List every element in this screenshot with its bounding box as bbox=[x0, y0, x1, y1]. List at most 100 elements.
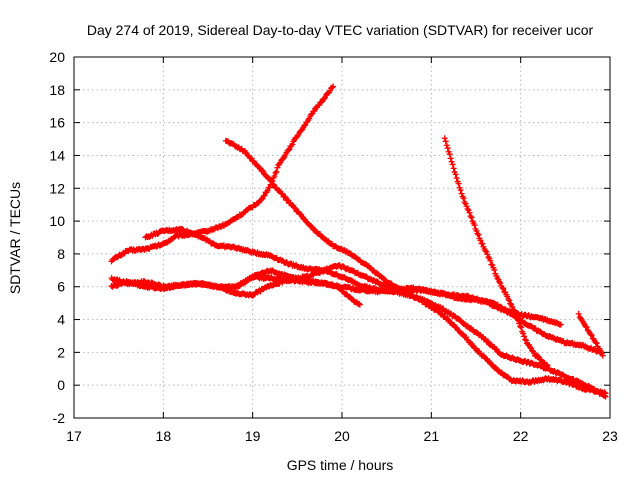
x-tick-label: 22 bbox=[513, 428, 529, 444]
axis-ticks bbox=[73, 56, 611, 419]
series-pass-8 bbox=[575, 310, 606, 359]
data-point bbox=[448, 158, 455, 165]
data-point bbox=[534, 353, 541, 360]
data-point bbox=[474, 230, 481, 237]
data-point bbox=[285, 147, 292, 154]
data-point bbox=[583, 324, 590, 331]
data-point bbox=[264, 187, 271, 194]
data-point bbox=[308, 223, 315, 230]
x-tick-label: 20 bbox=[334, 428, 350, 444]
data-point bbox=[592, 339, 599, 346]
x-tick-label: 18 bbox=[156, 428, 172, 444]
data-point bbox=[458, 190, 465, 197]
data-point bbox=[455, 180, 462, 187]
data-point bbox=[442, 138, 449, 145]
x-tick-label: 21 bbox=[424, 428, 440, 444]
data-point bbox=[453, 175, 460, 182]
data-point bbox=[506, 297, 513, 304]
data-point bbox=[473, 227, 480, 234]
data-point bbox=[507, 300, 514, 307]
data-point bbox=[284, 196, 291, 203]
data-point bbox=[447, 155, 454, 162]
series-pass-3 bbox=[108, 262, 605, 356]
data-point bbox=[593, 340, 600, 347]
data-point bbox=[515, 316, 522, 323]
data-point bbox=[467, 213, 474, 220]
data-point bbox=[457, 187, 464, 194]
data-point bbox=[497, 280, 504, 287]
y-tick-label: -2 bbox=[53, 410, 66, 426]
y-tick-label: 2 bbox=[57, 344, 65, 360]
data-point bbox=[510, 306, 517, 313]
data-point bbox=[298, 127, 305, 134]
x-tick-label: 23 bbox=[602, 428, 618, 444]
data-point bbox=[321, 95, 328, 102]
data-point bbox=[445, 316, 452, 323]
x-tick-label: 17 bbox=[66, 428, 82, 444]
data-point bbox=[268, 178, 275, 185]
data-point bbox=[479, 240, 486, 247]
data-point bbox=[489, 262, 496, 269]
y-axis-label: SDTVAR / TECUs bbox=[7, 182, 23, 294]
data-point bbox=[475, 231, 482, 238]
data-point bbox=[520, 330, 527, 337]
x-tick-labels: 17 18 19 20 21 22 23 bbox=[66, 428, 618, 444]
data-point bbox=[444, 145, 451, 152]
y-tick-label: 18 bbox=[49, 82, 65, 98]
series-pass-5 bbox=[222, 137, 609, 397]
data-point bbox=[575, 310, 582, 317]
data-point bbox=[487, 257, 494, 264]
series-pass-7 bbox=[441, 135, 551, 369]
data-point bbox=[484, 251, 491, 258]
y-tick-label: 6 bbox=[57, 279, 65, 295]
data-point bbox=[450, 165, 457, 172]
data-point bbox=[557, 321, 564, 328]
data-point bbox=[446, 151, 453, 158]
data-point bbox=[441, 135, 448, 142]
data-point bbox=[443, 142, 450, 149]
data-point bbox=[266, 184, 273, 191]
data-point bbox=[518, 324, 525, 331]
y-tick-label: 14 bbox=[49, 147, 65, 163]
x-axis-label: GPS time / hours bbox=[287, 457, 394, 473]
data-point bbox=[276, 160, 283, 167]
y-tick-label: 0 bbox=[57, 377, 65, 393]
y-tick-labels: -2 0 2 4 6 8 10 12 14 16 18 20 bbox=[49, 49, 65, 426]
data-point bbox=[544, 362, 551, 369]
x-tick-label: 19 bbox=[245, 428, 261, 444]
data-point bbox=[494, 275, 501, 282]
data-point bbox=[322, 94, 329, 101]
data-point bbox=[522, 336, 529, 343]
data-point bbox=[499, 284, 506, 291]
data-point bbox=[271, 173, 278, 180]
y-tick-label: 10 bbox=[49, 213, 65, 229]
data-point bbox=[460, 195, 467, 202]
data-point bbox=[521, 333, 528, 340]
data-point bbox=[599, 352, 606, 359]
data-point bbox=[491, 266, 498, 273]
data-point bbox=[330, 83, 337, 90]
data-point bbox=[286, 146, 293, 153]
data-point bbox=[381, 276, 388, 283]
y-tick-label: 12 bbox=[49, 180, 65, 196]
data-point bbox=[356, 301, 363, 308]
series-pass-6 bbox=[231, 267, 363, 308]
data-point bbox=[329, 84, 336, 91]
data-point bbox=[588, 332, 595, 339]
data-point bbox=[597, 347, 604, 354]
data-point bbox=[258, 196, 265, 203]
data-point bbox=[500, 285, 507, 292]
data-point bbox=[523, 337, 530, 344]
data-point bbox=[318, 99, 325, 106]
data-point bbox=[463, 203, 470, 210]
data-point bbox=[477, 237, 484, 244]
data-point bbox=[464, 205, 471, 212]
y-tick-label: 16 bbox=[49, 115, 65, 131]
data-point bbox=[452, 171, 459, 178]
data-point bbox=[482, 247, 489, 254]
data-point bbox=[471, 222, 478, 229]
chart-title: Day 274 of 2019, Sidereal Day-to-day VTE… bbox=[87, 22, 594, 38]
y-tick-label: 4 bbox=[57, 312, 65, 328]
data-point bbox=[449, 161, 456, 168]
